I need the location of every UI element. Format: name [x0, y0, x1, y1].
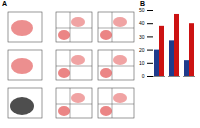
svg-text:30: 30 — [139, 34, 145, 40]
svg-text:0: 0 — [142, 73, 145, 79]
svg-text:10: 10 — [139, 60, 145, 66]
svg-text:50: 50 — [139, 7, 145, 13]
html-text:A: A — [2, 0, 8, 7]
svg-text:20: 20 — [139, 47, 145, 53]
svg-text:40: 40 — [139, 20, 145, 26]
html-text:B: B — [140, 0, 146, 7]
